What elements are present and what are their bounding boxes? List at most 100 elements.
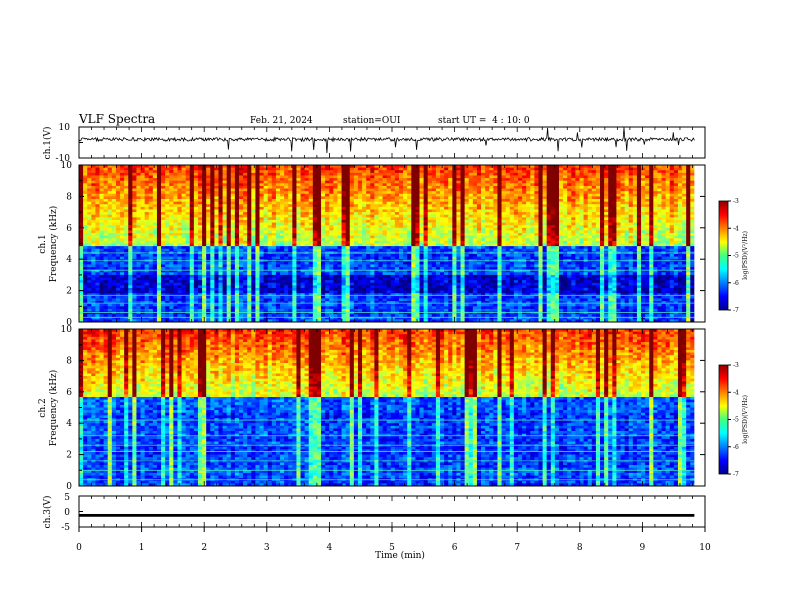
spec1-cell: [677, 238, 683, 242]
spec1-cell: [345, 178, 351, 182]
spec1-cell: [526, 212, 531, 216]
spec1-cell: [575, 222, 580, 226]
spec1-cell: [206, 209, 211, 213]
spec1-cell: [493, 199, 498, 203]
spec1-cell: [411, 185, 416, 189]
spec1-cell: [95, 178, 100, 182]
spec1-cell: [616, 233, 621, 237]
spec1-cell: [144, 222, 150, 226]
spec1-cell: [271, 225, 277, 229]
spec1-cell: [686, 214, 691, 218]
spec1-cell: [464, 222, 470, 226]
spec1-cell: [546, 180, 552, 184]
spec1-cell: [292, 170, 297, 174]
spec1-cell: [403, 172, 408, 176]
spec1-cell: [456, 188, 461, 192]
spec1-cell: [370, 193, 375, 197]
spec1-cell: [120, 214, 125, 218]
spec1-cell: [608, 217, 613, 221]
spec1-cell: [641, 167, 646, 171]
spec1-cell: [234, 199, 240, 203]
spec1-cell: [288, 206, 293, 210]
spec1-cell: [247, 167, 252, 171]
spec1-cell: [452, 191, 457, 195]
spec1-cell: [243, 233, 248, 237]
spec1-cell: [632, 240, 638, 244]
spec1-cell: [193, 180, 199, 184]
spec1-cell: [517, 167, 523, 171]
spec1-cell: [161, 217, 166, 221]
spec1-cell: [435, 170, 441, 174]
spec1-cell: [247, 233, 252, 237]
spec1-cell: [111, 246, 117, 250]
spec1-cell: [362, 219, 367, 223]
spec1-cell: [366, 219, 371, 223]
spec1-cell: [185, 165, 191, 169]
spec1-cell: [456, 240, 461, 244]
spec1-cell: [390, 214, 396, 218]
spec1-cell: [132, 246, 137, 250]
spec1-cell: [460, 230, 466, 234]
spec1-cell: [686, 209, 691, 213]
spec1-cell: [132, 248, 137, 252]
spec1-cell: [394, 180, 400, 184]
spec1-cell: [411, 238, 416, 242]
spec1-cell: [202, 235, 207, 239]
spec1-cell: [686, 191, 691, 195]
spec1-cell: [427, 238, 433, 242]
spec1-cell: [107, 185, 113, 189]
spec1-cell: [181, 170, 187, 174]
spec1-cell: [398, 201, 404, 205]
spec1-cell: [632, 175, 638, 179]
spec1-cell: [337, 238, 342, 242]
spec1-cell: [517, 188, 523, 192]
spec1-cell: [575, 191, 580, 195]
spec1-cell: [608, 240, 613, 244]
spec1-cell: [115, 243, 121, 247]
spec1-cell: [403, 230, 408, 234]
spec1-cell: [398, 206, 404, 210]
spec1-cell: [99, 235, 105, 239]
spec1-cell: [234, 235, 240, 239]
spec1-cell: [452, 206, 457, 210]
spec1-cell: [575, 188, 580, 192]
spec1-cell: [210, 243, 215, 247]
spec1-cell: [431, 212, 437, 216]
spec1-cell: [152, 196, 158, 200]
spec1-cell: [156, 243, 162, 247]
spec1-cell: [608, 243, 613, 247]
spec1-cell: [415, 212, 420, 216]
spec1-cell: [341, 214, 347, 218]
spec1-cell: [612, 212, 617, 216]
spec1-cell: [185, 170, 191, 174]
spec1-cell: [345, 225, 351, 229]
spec1-cell: [300, 222, 306, 226]
spec1-cell: [202, 191, 207, 195]
spec1-cell: [587, 214, 593, 218]
spec1-cell: [349, 230, 355, 234]
spec1-cell: [686, 178, 691, 182]
spec1-cell: [288, 248, 293, 252]
spec1-cell: [144, 175, 150, 179]
spec1-cell: [632, 172, 638, 176]
spec1-cell: [370, 222, 375, 226]
spec1-cell: [431, 246, 437, 250]
spec1-cell: [690, 214, 695, 218]
spec1-cell: [407, 165, 412, 169]
spec1-cell: [95, 170, 100, 174]
spec1-cell: [591, 233, 597, 237]
spec1-cell: [472, 199, 478, 203]
spec1-cell: [169, 172, 174, 176]
spec1-cell: [472, 201, 478, 205]
spec1-cell: [571, 212, 576, 216]
spec1-cell: [407, 212, 412, 216]
spec1-cell: [620, 206, 626, 210]
spec1-cell: [608, 204, 613, 208]
spec1-cell: [218, 230, 223, 234]
spec1-cell: [538, 204, 543, 208]
spec1-cell: [247, 209, 252, 213]
spec1-cell: [370, 238, 375, 242]
spec1-cell: [132, 222, 137, 226]
spec1-cell: [686, 196, 691, 200]
spec1-cell: [595, 178, 601, 182]
